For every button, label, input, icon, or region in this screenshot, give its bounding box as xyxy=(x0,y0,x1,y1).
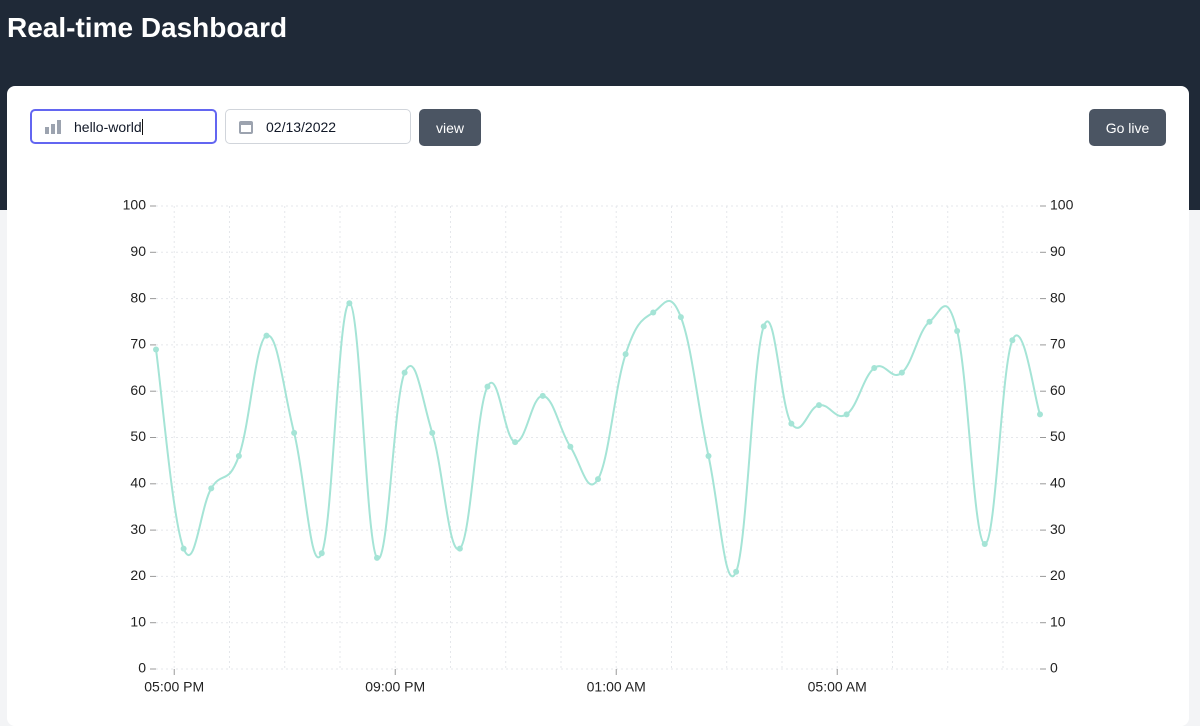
go-live-button[interactable]: Go live xyxy=(1089,109,1166,146)
point xyxy=(898,369,905,376)
point xyxy=(1009,337,1016,344)
point xyxy=(760,323,767,330)
y-tick-label: 90 xyxy=(130,243,146,259)
y2-tick-label: 100 xyxy=(1050,197,1074,213)
line xyxy=(155,300,1041,578)
card xyxy=(7,86,1189,726)
point xyxy=(456,545,463,552)
x-tick-label: 05:00 PM xyxy=(144,679,204,695)
point xyxy=(567,443,574,450)
x-tick-label: 09:00 PM xyxy=(365,679,425,695)
view-button[interactable]: view xyxy=(419,109,481,146)
metric-input[interactable]: hello-world xyxy=(30,109,217,144)
calendar-icon xyxy=(239,120,253,134)
metric-value: hello-world xyxy=(74,118,142,135)
point xyxy=(291,429,298,436)
point xyxy=(733,568,740,575)
y-tick-label: 10 xyxy=(130,613,146,629)
y2-tick-label: 50 xyxy=(1050,428,1066,444)
point xyxy=(926,318,933,325)
point xyxy=(318,550,325,557)
point xyxy=(1037,411,1043,418)
y-tick-label: 20 xyxy=(130,567,146,583)
point xyxy=(153,346,159,353)
y-tick-label: 30 xyxy=(130,521,146,537)
y-tick-label: 60 xyxy=(130,382,146,398)
y2-tick-label: 80 xyxy=(1050,289,1066,305)
point xyxy=(871,365,878,372)
y-tick-label: 50 xyxy=(130,428,146,444)
chart-icon xyxy=(45,119,61,134)
y2-tick-label: 70 xyxy=(1050,336,1066,352)
point xyxy=(374,554,380,561)
date-input[interactable]: 02/13/2022 xyxy=(225,109,411,144)
y2-tick-label: 40 xyxy=(1050,475,1066,491)
point xyxy=(816,402,822,409)
point xyxy=(346,300,353,307)
y2-tick-label: 90 xyxy=(1050,243,1066,259)
y-tick-label: 80 xyxy=(130,289,146,305)
point xyxy=(512,439,519,446)
point xyxy=(705,453,712,460)
point xyxy=(401,369,408,376)
point xyxy=(788,420,795,427)
point xyxy=(180,545,187,552)
y2-tick-label: 0 xyxy=(1050,660,1058,676)
y-tick-label: 100 xyxy=(123,197,147,213)
y2-tick-label: 10 xyxy=(1050,613,1066,629)
chart: 0 10 20 30 40 50 60 70 80 90 100 0 10 20 30 40 50 60 70 80 9… xyxy=(123,197,1074,695)
point xyxy=(208,485,215,492)
point xyxy=(981,540,988,547)
y-tick-label: 0 xyxy=(138,660,146,676)
point xyxy=(677,314,684,321)
y2-tick-label: 30 xyxy=(1050,521,1066,537)
page-title: Real-time Dashboard xyxy=(7,12,288,43)
point xyxy=(429,429,436,436)
y-tick-label: 70 xyxy=(130,336,146,352)
point xyxy=(843,411,850,418)
x-tick-label: 01:00 AM xyxy=(587,679,646,695)
point xyxy=(263,332,270,339)
point xyxy=(484,383,491,390)
y2-tick-label: 20 xyxy=(1050,567,1066,583)
x-tick-label: 05:00 AM xyxy=(808,679,867,695)
y-tick-label: 40 xyxy=(130,475,146,491)
point xyxy=(539,392,546,399)
point xyxy=(622,351,629,358)
date-value: 02/13/2022 xyxy=(266,118,337,135)
point xyxy=(235,453,242,460)
point xyxy=(954,328,961,335)
point xyxy=(595,476,601,483)
y2-tick-label: 60 xyxy=(1050,382,1066,398)
point xyxy=(650,309,657,316)
